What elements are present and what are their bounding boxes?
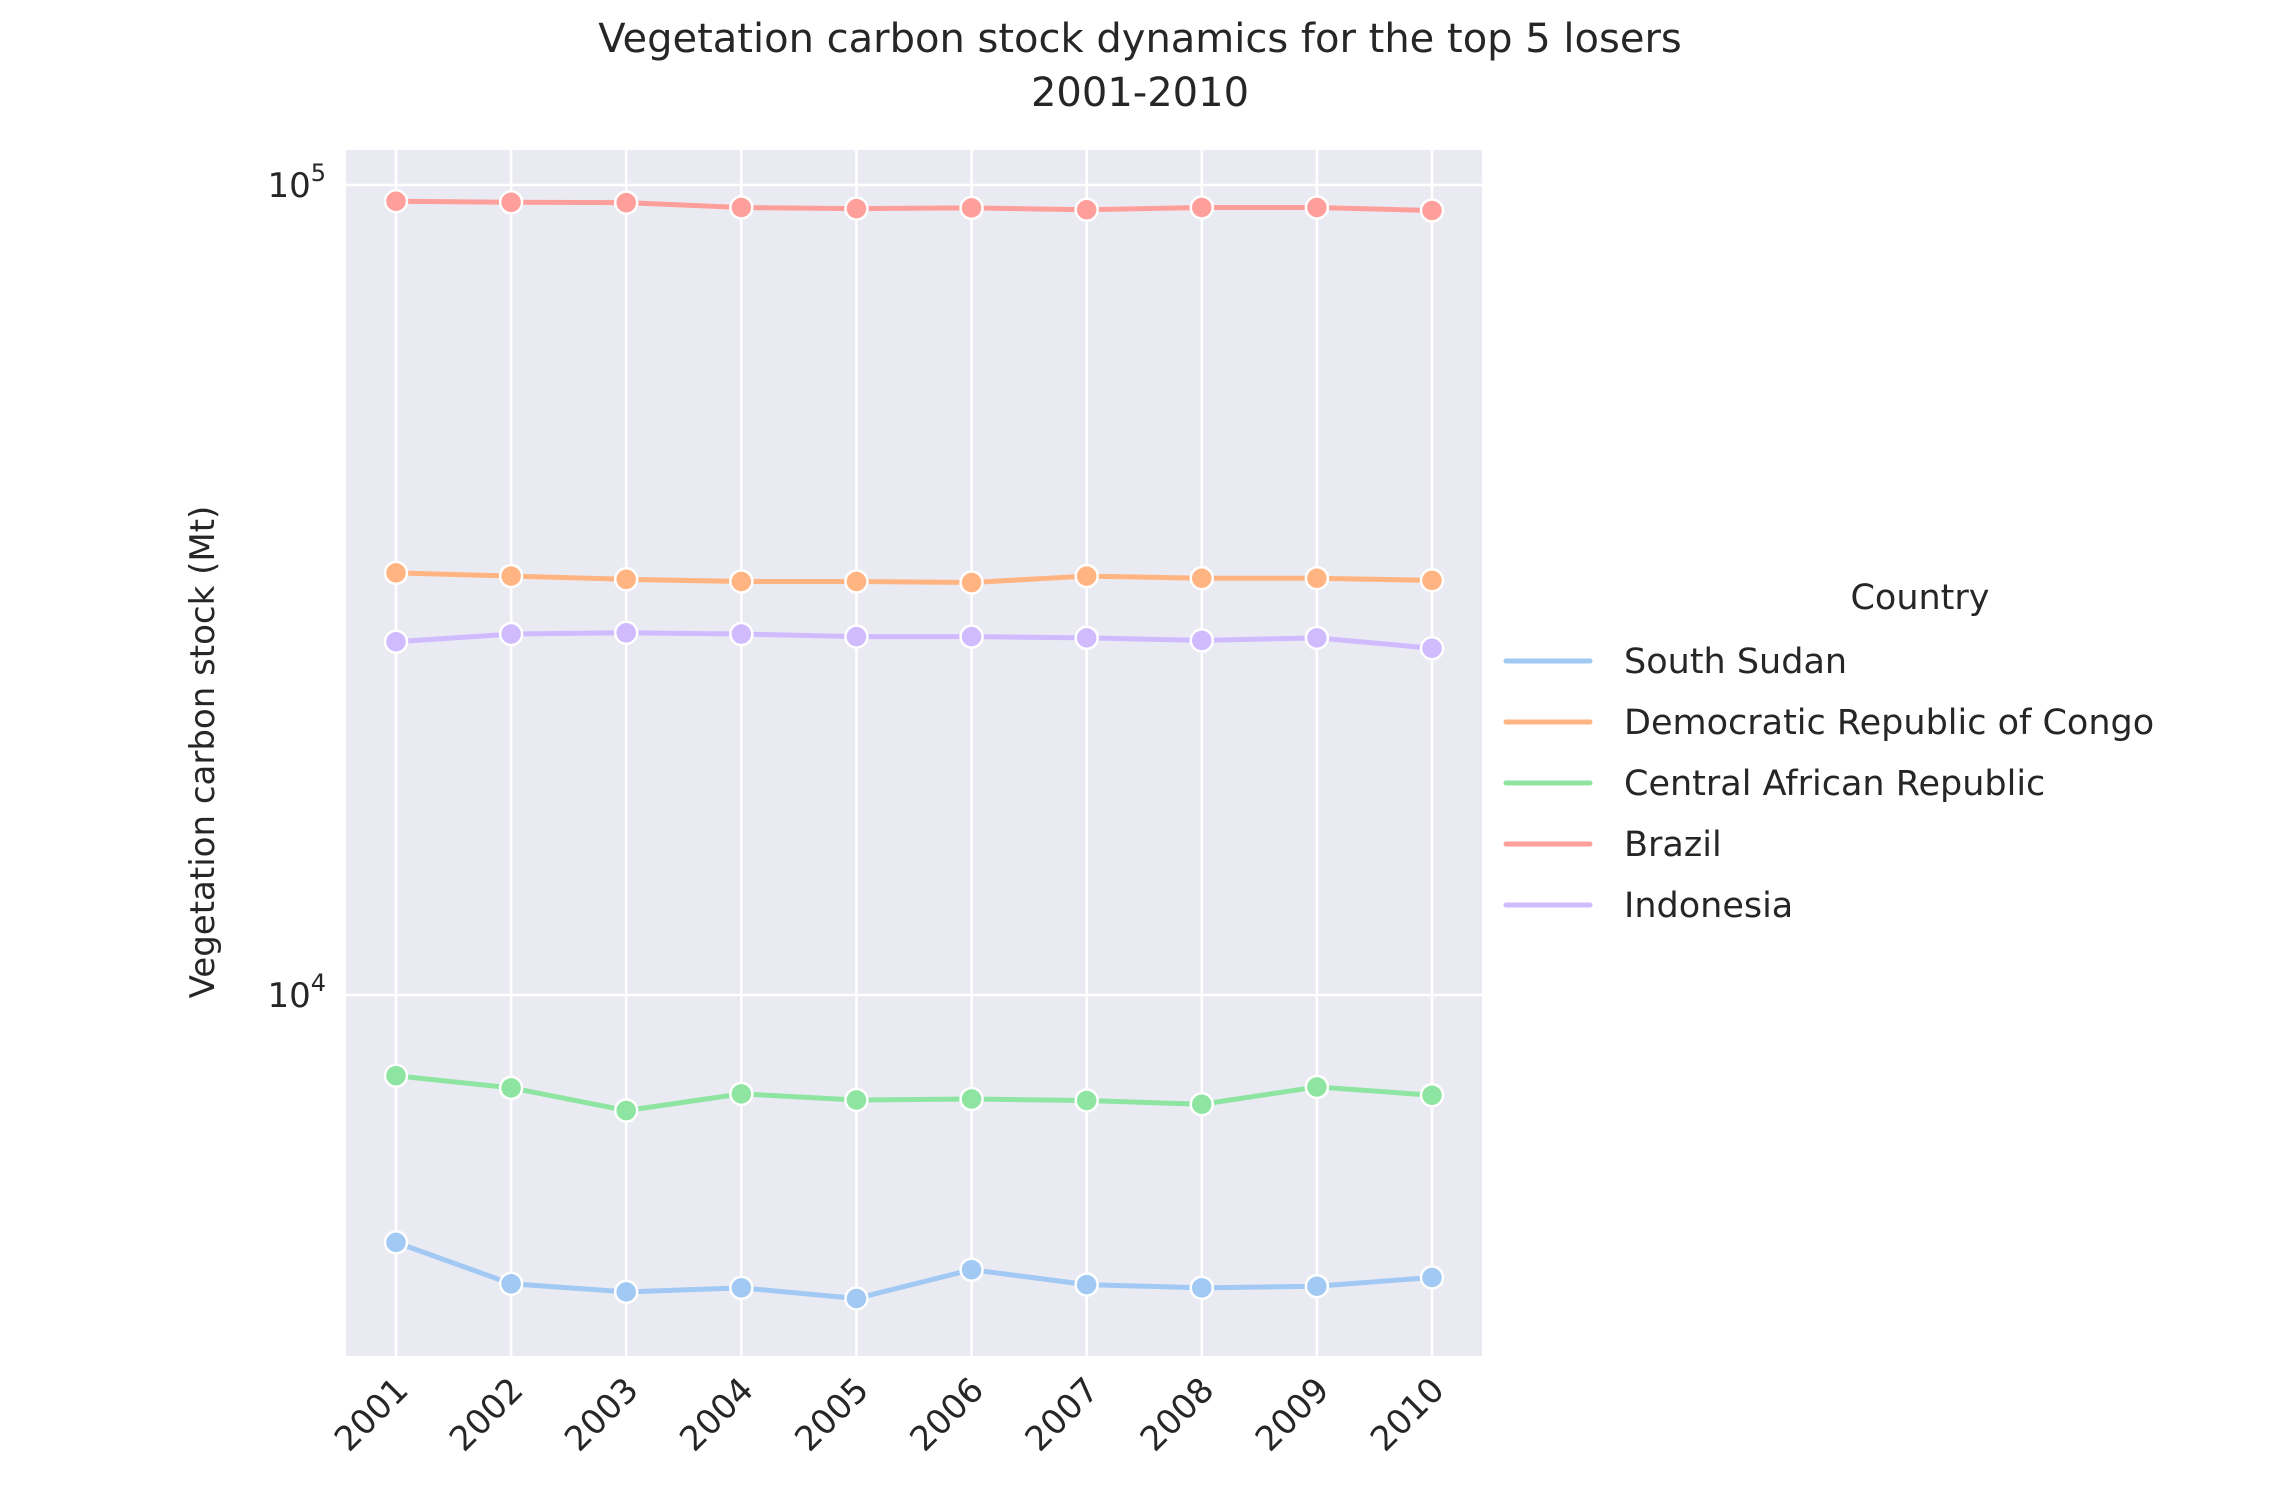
data-point [1074, 1088, 1099, 1113]
legend-title: Country [1850, 578, 1989, 618]
x-tick-label: 2007 [1018, 1370, 1107, 1459]
series-lines [393, 198, 1435, 1301]
x-tick-label: 2002 [442, 1370, 531, 1459]
data-point [1189, 628, 1215, 653]
x-tick-label: 2010 [1363, 1370, 1452, 1459]
series-line [393, 1073, 1435, 1114]
y-axis-label: Vegetation carbon stock (Mt) [183, 506, 223, 999]
data-point [959, 195, 984, 221]
data-point [613, 1279, 639, 1305]
data-point [1189, 195, 1215, 220]
legend-label: Central African Republic [1624, 764, 2045, 804]
x-tick-label: 2006 [902, 1370, 991, 1459]
y-tick-label: 104 [267, 969, 326, 1016]
x-tick-label: 2004 [672, 1370, 761, 1459]
legend-label: Brazil [1624, 825, 1722, 865]
data-point [383, 629, 409, 654]
data-point [1304, 1273, 1330, 1299]
legend-label: South Sudan [1624, 642, 1847, 682]
data-point [383, 188, 409, 214]
data-point [729, 621, 754, 647]
data-point [383, 1230, 409, 1255]
data-point [1189, 1092, 1215, 1117]
chart-subtitle: 2001-2010 [1031, 70, 1249, 116]
data-point [844, 1087, 869, 1113]
data-point [1304, 625, 1330, 651]
legend: Country South Sudan Democratic Republic o… [1503, 578, 2154, 926]
data-point [844, 569, 869, 594]
data-point [1419, 568, 1445, 593]
data-point [1189, 1275, 1215, 1301]
data-point [383, 560, 409, 586]
data-point [613, 190, 639, 215]
data-point [498, 563, 524, 589]
data-point [844, 196, 869, 221]
series-markers [383, 188, 1445, 1311]
data-point [1419, 1265, 1445, 1290]
plot-area [346, 150, 1482, 1356]
data-point [613, 1098, 639, 1123]
data-point [613, 567, 639, 592]
data-point [1074, 625, 1099, 651]
data-point [1419, 198, 1445, 223]
series-line [393, 198, 1435, 214]
x-tick-label: 2009 [1248, 1370, 1337, 1459]
data-point [959, 1086, 984, 1112]
data-point [844, 1286, 869, 1311]
x-tick-labels: 2001 2002 2003 2004 2005 2006 2007 2008 2009 2010 [327, 1370, 1452, 1459]
legend-items: South Sudan Democratic Republic of Congo C… [1503, 642, 2154, 926]
data-point [498, 1075, 524, 1101]
legend-label: Indonesia [1624, 886, 1793, 926]
data-point [729, 1081, 754, 1107]
x-tick-label: 2005 [787, 1370, 876, 1459]
y-tick-labels: 104 105 [267, 159, 326, 1016]
x-tick-label: 2003 [557, 1370, 646, 1459]
data-point [613, 620, 639, 646]
data-point [498, 621, 524, 647]
data-point [1304, 565, 1330, 591]
data-point [729, 569, 754, 594]
series-line [393, 630, 1435, 651]
chart-title: Vegetation carbon stock dynamics for the… [598, 16, 1682, 62]
data-point [1074, 1272, 1099, 1297]
x-tick-label: 2001 [327, 1370, 416, 1459]
data-point [1074, 563, 1099, 589]
y-tick-label: 105 [267, 159, 326, 206]
data-point [1419, 635, 1445, 661]
data-point [729, 195, 754, 220]
grid-lines [346, 150, 1482, 1356]
x-tick-label: 2008 [1133, 1370, 1222, 1459]
data-point [1304, 1074, 1330, 1100]
series-line [393, 1239, 1435, 1301]
data-point [498, 1271, 524, 1297]
data-point [959, 570, 984, 595]
data-point [844, 624, 869, 649]
data-point [383, 1063, 409, 1088]
data-point [959, 1257, 984, 1282]
data-point [1419, 1083, 1445, 1108]
series-line [393, 570, 1435, 586]
data-point [1074, 197, 1099, 223]
data-point [1304, 195, 1330, 220]
data-point [729, 1275, 754, 1301]
data-point [1189, 565, 1215, 591]
data-point [498, 190, 524, 215]
legend-label: Democratic Republic of Congo [1624, 703, 2154, 743]
data-point [959, 624, 984, 649]
